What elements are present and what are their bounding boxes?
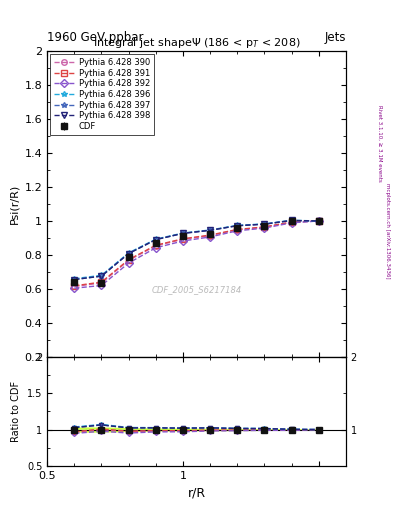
Line: Pythia 6.428 391: Pythia 6.428 391 [72, 218, 321, 289]
Line: Pythia 6.428 397: Pythia 6.428 397 [72, 218, 321, 282]
Y-axis label: Ratio to CDF: Ratio to CDF [11, 381, 21, 442]
Pythia 6.428 398 [126, 250, 131, 257]
Pythia 6.428 390 [153, 243, 158, 249]
Pythia 6.428 396 [235, 222, 240, 228]
Pythia 6.428 396 [72, 275, 77, 282]
Pythia 6.428 396 [180, 230, 185, 236]
Pythia 6.428 390 [72, 284, 77, 290]
Pythia 6.428 391 [289, 219, 294, 225]
Pythia 6.428 392 [153, 245, 158, 251]
Pythia 6.428 396 [126, 250, 131, 256]
Pythia 6.428 392 [72, 285, 77, 291]
Pythia 6.428 391 [208, 232, 213, 238]
Pythia 6.428 392 [235, 228, 240, 234]
Pythia 6.428 396 [153, 236, 158, 242]
Text: 1960 GeV ppbar: 1960 GeV ppbar [47, 31, 144, 44]
Pythia 6.428 390 [180, 236, 185, 242]
Pythia 6.428 392 [208, 234, 213, 240]
Pythia 6.428 398 [316, 218, 321, 224]
Pythia 6.428 392 [316, 218, 321, 224]
Pythia 6.428 397 [316, 218, 321, 224]
Pythia 6.428 397 [289, 218, 294, 224]
Line: Pythia 6.428 392: Pythia 6.428 392 [72, 218, 321, 291]
Pythia 6.428 392 [180, 238, 185, 244]
Pythia 6.428 390 [208, 232, 213, 239]
Pythia 6.428 398 [153, 237, 158, 243]
Pythia 6.428 391 [316, 218, 321, 224]
Pythia 6.428 396 [316, 218, 321, 224]
Pythia 6.428 397 [180, 230, 185, 237]
Text: CDF_2005_S6217184: CDF_2005_S6217184 [151, 285, 242, 294]
Pythia 6.428 391 [126, 257, 131, 263]
Pythia 6.428 390 [316, 218, 321, 224]
Pythia 6.428 390 [235, 227, 240, 233]
Line: Pythia 6.428 396: Pythia 6.428 396 [72, 218, 321, 282]
Pythia 6.428 390 [126, 258, 131, 264]
Pythia 6.428 397 [262, 221, 267, 227]
Pythia 6.428 391 [99, 279, 104, 285]
Pythia 6.428 398 [99, 273, 104, 279]
Pythia 6.428 397 [208, 227, 213, 233]
Pythia 6.428 398 [235, 223, 240, 229]
Pythia 6.428 396 [99, 272, 104, 279]
Pythia 6.428 398 [180, 230, 185, 237]
Pythia 6.428 392 [262, 225, 267, 231]
Legend: Pythia 6.428 390, Pythia 6.428 391, Pythia 6.428 392, Pythia 6.428 396, Pythia 6: Pythia 6.428 390, Pythia 6.428 391, Pyth… [50, 54, 154, 135]
Pythia 6.428 398 [262, 221, 267, 227]
Pythia 6.428 396 [262, 221, 267, 227]
Y-axis label: Psi(r/R): Psi(r/R) [9, 184, 19, 224]
Title: Integral jet shapeΨ (186 < p$_T$ < 208): Integral jet shapeΨ (186 < p$_T$ < 208) [93, 36, 300, 50]
Pythia 6.428 397 [99, 273, 104, 279]
Pythia 6.428 392 [289, 220, 294, 226]
Pythia 6.428 391 [262, 224, 267, 230]
Pythia 6.428 390 [262, 224, 267, 230]
Pythia 6.428 398 [208, 227, 213, 233]
Pythia 6.428 391 [72, 283, 77, 289]
Text: Jets: Jets [324, 31, 346, 44]
Pythia 6.428 397 [153, 237, 158, 243]
Pythia 6.428 392 [99, 283, 104, 289]
Pythia 6.428 390 [99, 280, 104, 286]
Pythia 6.428 397 [126, 250, 131, 257]
Pythia 6.428 397 [72, 276, 77, 283]
Line: Pythia 6.428 390: Pythia 6.428 390 [72, 218, 321, 289]
Pythia 6.428 391 [235, 226, 240, 232]
Text: mcplots.cern.ch [arXiv:1306.3436]: mcplots.cern.ch [arXiv:1306.3436] [385, 183, 389, 278]
Pythia 6.428 398 [72, 276, 77, 283]
Pythia 6.428 396 [289, 217, 294, 223]
Pythia 6.428 391 [180, 236, 185, 242]
Pythia 6.428 391 [153, 242, 158, 248]
Pythia 6.428 396 [208, 227, 213, 233]
Pythia 6.428 398 [289, 218, 294, 224]
X-axis label: r/R: r/R [187, 486, 206, 499]
Pythia 6.428 390 [289, 219, 294, 225]
Pythia 6.428 392 [126, 260, 131, 266]
Text: Rivet 3.1.10, ≥ 3.1M events: Rivet 3.1.10, ≥ 3.1M events [377, 105, 382, 182]
Pythia 6.428 397 [235, 223, 240, 229]
Line: Pythia 6.428 398: Pythia 6.428 398 [72, 218, 321, 282]
